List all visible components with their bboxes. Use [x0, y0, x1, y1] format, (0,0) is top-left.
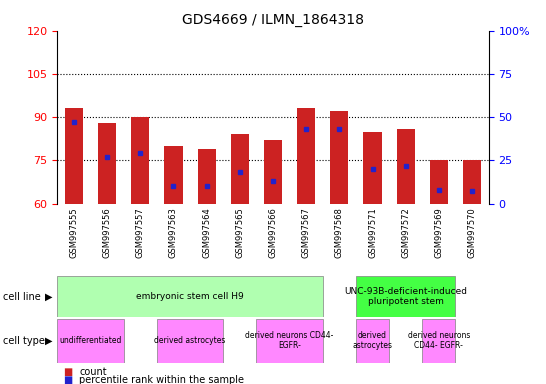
Title: GDS4669 / ILMN_1864318: GDS4669 / ILMN_1864318 — [182, 13, 364, 27]
Text: GSM997572: GSM997572 — [401, 207, 410, 258]
Bar — [65, 109, 83, 204]
Bar — [422, 319, 455, 363]
Bar — [198, 149, 216, 204]
Bar — [157, 319, 223, 363]
Text: count: count — [79, 367, 107, 377]
Text: undifferentiated: undifferentiated — [60, 336, 122, 345]
Text: GSM997571: GSM997571 — [368, 207, 377, 258]
Bar — [57, 276, 323, 317]
Bar — [98, 123, 116, 204]
Text: ■: ■ — [63, 367, 72, 377]
Text: GSM997568: GSM997568 — [335, 207, 344, 258]
Text: GSM997555: GSM997555 — [69, 207, 79, 258]
Bar — [57, 319, 124, 363]
Text: ■: ■ — [63, 375, 72, 384]
Text: GSM997569: GSM997569 — [435, 207, 443, 258]
Bar — [231, 134, 249, 204]
Bar — [330, 111, 348, 204]
Bar — [396, 129, 415, 204]
Text: embryonic stem cell H9: embryonic stem cell H9 — [136, 292, 244, 301]
Bar — [164, 146, 182, 204]
Text: ▶: ▶ — [45, 336, 53, 346]
Text: GSM997556: GSM997556 — [103, 207, 111, 258]
Bar — [364, 131, 382, 204]
Text: derived astrocytes: derived astrocytes — [155, 336, 225, 345]
Text: UNC-93B-deficient-induced
pluripotent stem: UNC-93B-deficient-induced pluripotent st… — [344, 287, 467, 306]
Text: ▶: ▶ — [45, 291, 53, 302]
Text: GSM997563: GSM997563 — [169, 207, 178, 258]
Text: derived neurons CD44-
EGFR-: derived neurons CD44- EGFR- — [245, 331, 334, 351]
Bar — [297, 109, 315, 204]
Text: GSM997565: GSM997565 — [235, 207, 244, 258]
Bar — [356, 319, 389, 363]
Bar — [264, 140, 282, 204]
Text: GSM997557: GSM997557 — [136, 207, 145, 258]
Text: cell type: cell type — [3, 336, 45, 346]
Text: cell line: cell line — [3, 291, 40, 302]
Bar — [257, 319, 323, 363]
Bar — [356, 276, 455, 317]
Bar — [131, 117, 150, 204]
Bar — [430, 161, 448, 204]
Text: GSM997570: GSM997570 — [467, 207, 477, 258]
Text: derived neurons
CD44- EGFR-: derived neurons CD44- EGFR- — [408, 331, 470, 351]
Text: GSM997567: GSM997567 — [302, 207, 311, 258]
Text: derived
astrocytes: derived astrocytes — [353, 331, 393, 351]
Text: percentile rank within the sample: percentile rank within the sample — [79, 375, 244, 384]
Text: GSM997566: GSM997566 — [269, 207, 277, 258]
Bar — [463, 161, 481, 204]
Text: GSM997564: GSM997564 — [202, 207, 211, 258]
